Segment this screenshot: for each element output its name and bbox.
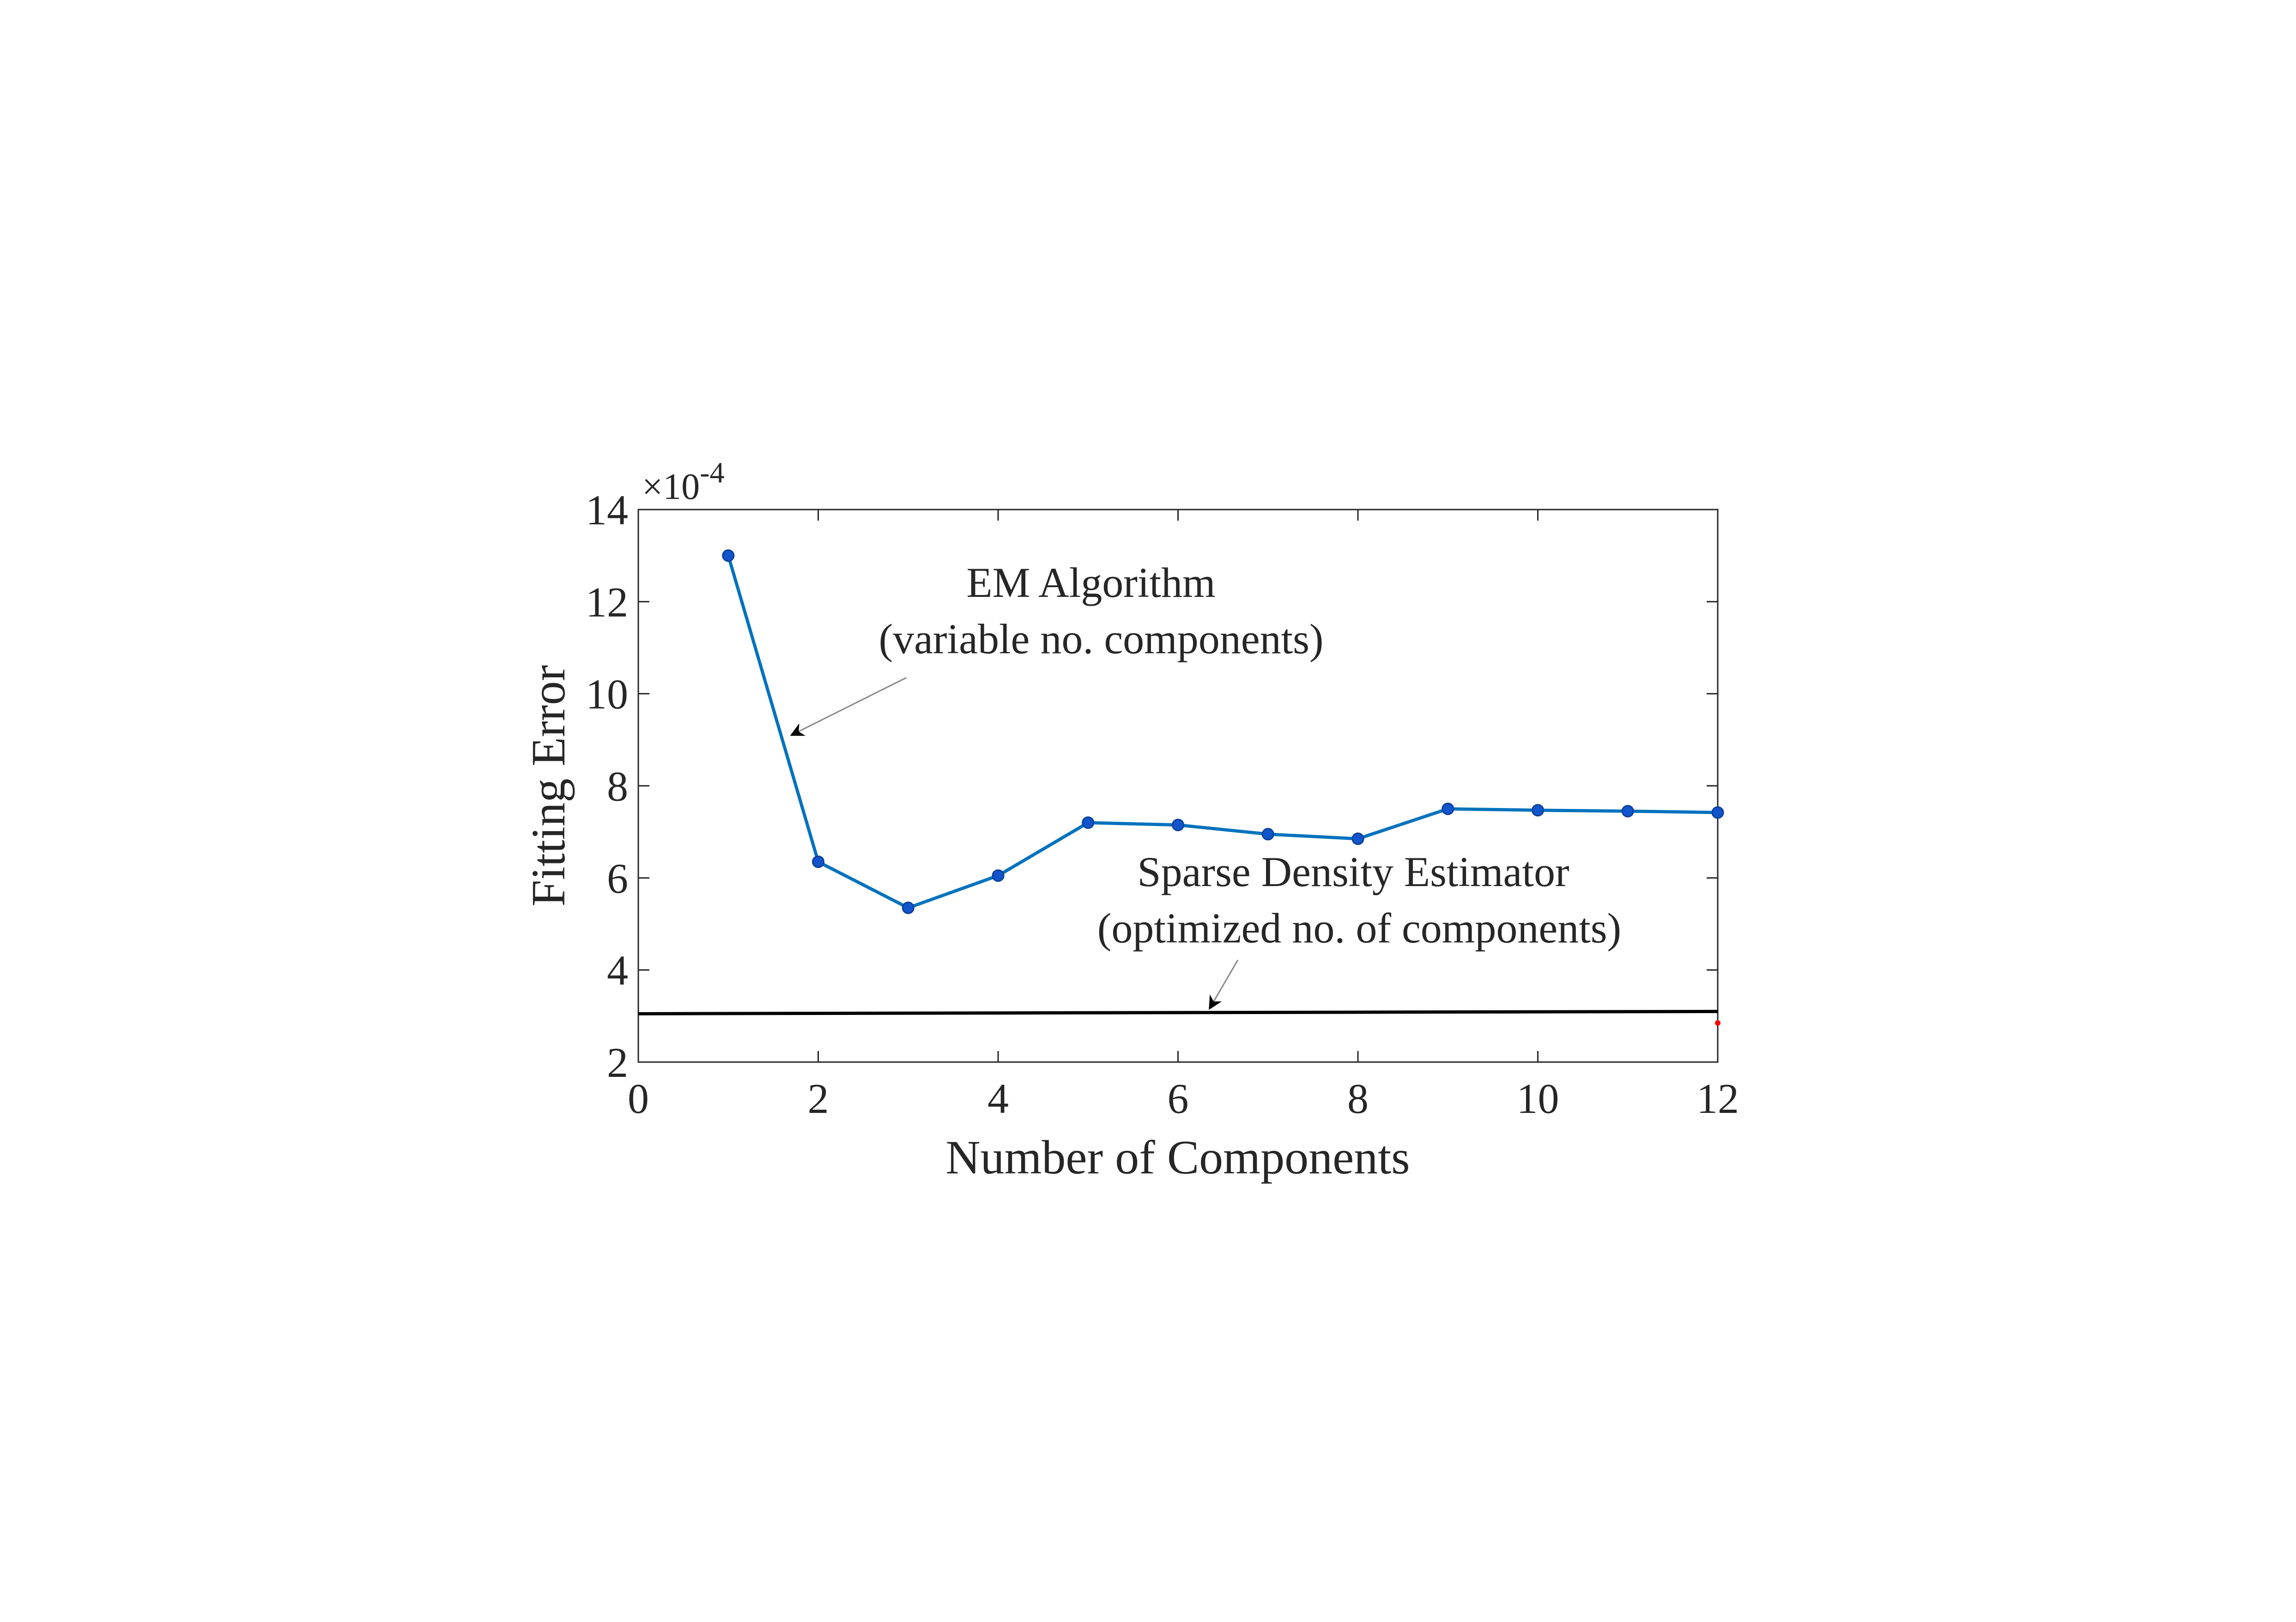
annotation-em-subtitle: (variable no. components) [878,615,1323,662]
em-algorithm-point [1532,804,1544,817]
em-algorithm-point [1172,819,1184,832]
x-tick-label: 12 [1696,1075,1739,1122]
em-algorithm-point [1621,805,1634,818]
annotation-sde-arrow [1209,960,1239,1010]
x-tick-label: 8 [1347,1075,1369,1122]
axis-ticks [637,509,1719,1063]
y-tick-label: 14 [586,486,628,534]
x-tick-label: 6 [1168,1075,1189,1122]
annotation-sde-title: Sparse Density Estimator [1137,848,1569,895]
em-algorithm-point [812,855,824,868]
sparse-density-line [638,1009,1718,1015]
y-tick-label: 4 [607,947,628,994]
y-tick-label: 6 [607,855,628,902]
em-algorithm-point [902,901,915,914]
em-algorithm-point [1711,806,1724,819]
y-exponent-label: ×10-4 [642,456,724,507]
x-tick-label: 2 [808,1075,829,1122]
annotation-sde-subtitle: (optimized no. of components) [1097,905,1621,952]
em-algorithm-point [1351,832,1364,845]
y-exponent-power: -4 [700,456,724,489]
plot-area [637,509,1719,1063]
em-algorithm-line [727,555,1718,910]
x-axis-label: Number of Components [945,1131,1410,1184]
em-algorithm-point [1261,828,1274,841]
annotation-em: EM Algorithm (variable no. components) [790,559,1324,736]
y-tick-label: 8 [607,763,628,810]
x-tick-label: 0 [628,1075,649,1122]
em-algorithm-point [722,549,735,562]
annotation-sde: Sparse Density Estimator (optimized no. … [1097,848,1621,1010]
annotation-em-title: EM Algorithm [966,559,1215,606]
y-tick-label: 10 [586,671,628,718]
x-tick-labels: 0 2 4 6 8 10 12 [628,1075,1739,1122]
em-algorithm-point [1082,816,1095,829]
annotation-em-arrow [790,677,907,736]
y-axis-label: Fitting Error [522,665,575,907]
y-tick-labels: 2 4 6 8 10 12 14 [586,486,628,1086]
em-algorithm-point [992,869,1005,882]
series-layer [638,549,1724,1026]
y-tick-label: 12 [586,578,628,626]
y-tick-label: 2 [607,1039,628,1086]
x-tick-label: 4 [987,1075,1009,1122]
em-algorithm-point [1442,802,1454,815]
red-point [1715,1020,1720,1026]
x-tick-label: 10 [1517,1075,1559,1122]
